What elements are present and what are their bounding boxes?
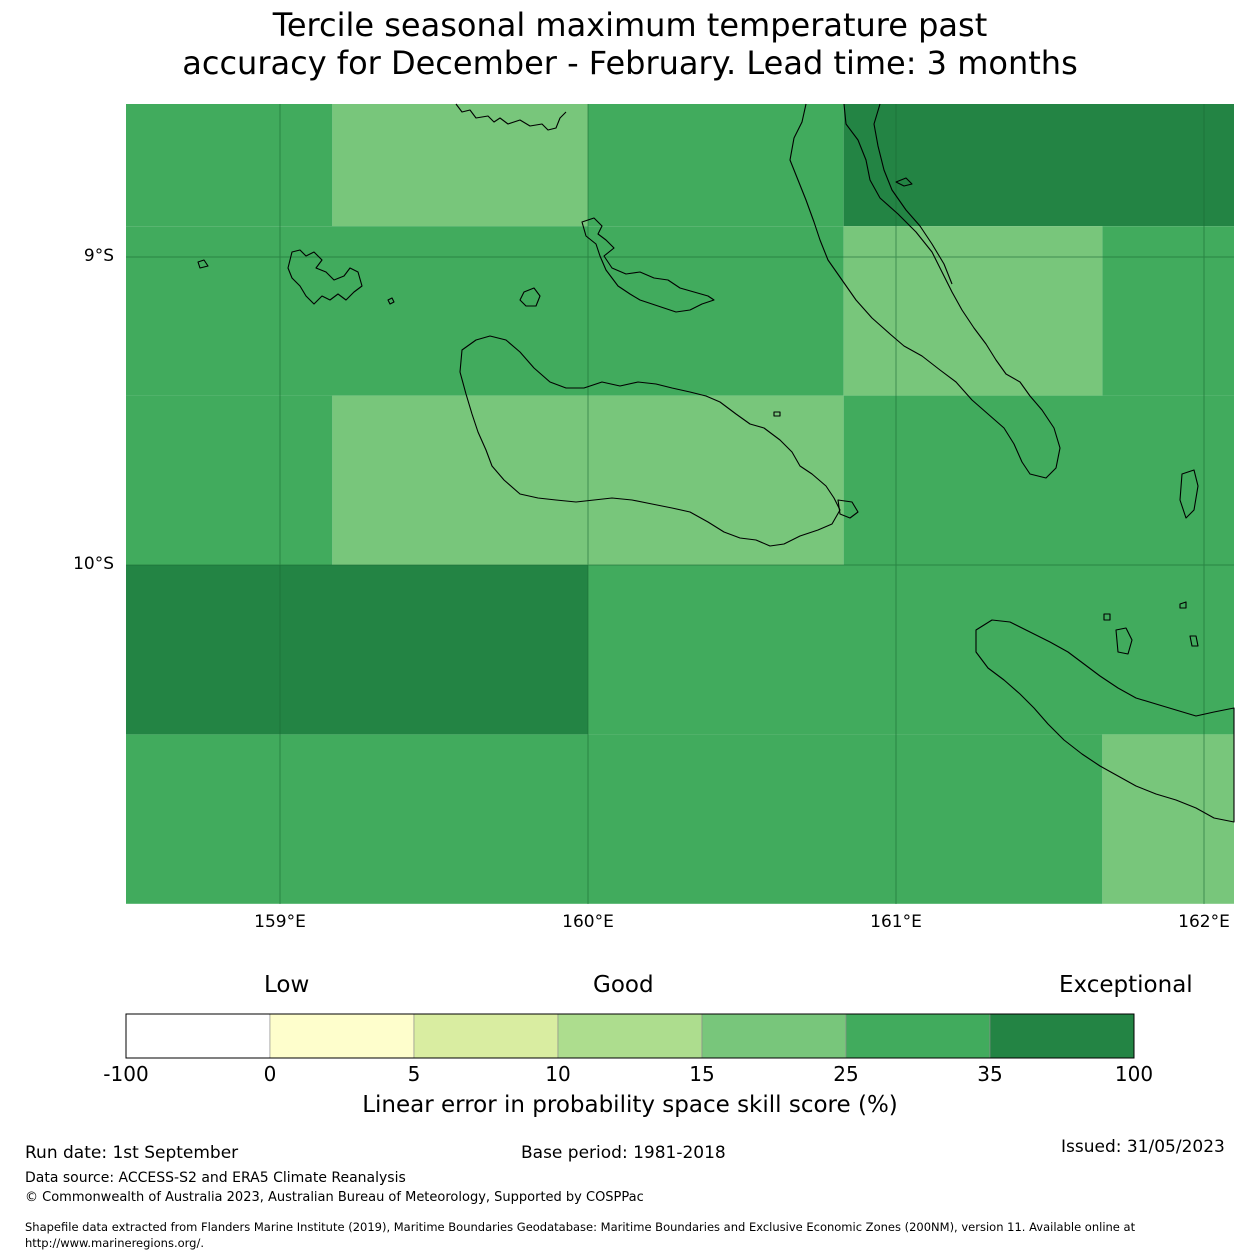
colorbar-bin-2 bbox=[413, 1013, 559, 1059]
coastline-small-island bbox=[519, 287, 541, 307]
colorbar-word-good: Good bbox=[593, 972, 654, 998]
colorbar bbox=[125, 1013, 1135, 1059]
skill-cell-9 bbox=[843, 395, 1234, 565]
colorbar-bin-3 bbox=[557, 1013, 703, 1059]
colorbar-tick-5: 25 bbox=[833, 1062, 859, 1086]
title-line-1: Tercile seasonal maximum temperature pas… bbox=[272, 6, 988, 44]
skill-cell-13 bbox=[1102, 734, 1234, 904]
coastline-malaita-north bbox=[581, 217, 715, 313]
coastline-makira bbox=[975, 619, 1235, 823]
lon-label-160e: 160°E bbox=[562, 912, 614, 932]
lon-label-162e: 162°E bbox=[1178, 912, 1230, 932]
lon-label-159e: 159°E bbox=[254, 912, 306, 932]
run-date: Run date: 1st September bbox=[25, 1143, 239, 1163]
skill-cell-7 bbox=[126, 395, 333, 565]
skill-cell-3 bbox=[843, 104, 1234, 227]
skill-cell-2 bbox=[588, 104, 844, 227]
coastline-islet-a bbox=[197, 259, 209, 269]
skill-cell-4 bbox=[126, 226, 844, 396]
chart-title: Tercile seasonal maximum temperature pas… bbox=[0, 6, 1260, 82]
skill-cell-0 bbox=[126, 104, 333, 227]
coastline-islet-h bbox=[1189, 635, 1199, 647]
coastline-santa-isabel bbox=[789, 103, 1061, 479]
coastline-islet-f bbox=[1103, 613, 1111, 621]
lat-label-10s: 10°S bbox=[73, 554, 114, 574]
map-canvas[interactable] bbox=[0, 0, 1260, 960]
colorbar-tick-3: 10 bbox=[545, 1062, 571, 1086]
lat-label-9s: 9°S bbox=[83, 246, 114, 266]
colorbar-tick-6: 35 bbox=[977, 1062, 1003, 1086]
skill-cell-6 bbox=[1102, 226, 1234, 396]
coastline-guadalcanal bbox=[459, 335, 841, 547]
shapefile-credit-line-1: Shapefile data extracted from Flanders M… bbox=[25, 1220, 1136, 1234]
skill-cell-1 bbox=[332, 104, 588, 227]
coastline-isabel-inner bbox=[873, 103, 953, 285]
colorbar-tick-4: 15 bbox=[689, 1062, 715, 1086]
colorbar-word-exceptional: Exceptional bbox=[1059, 972, 1193, 998]
copyright: © Commonwealth of Australia 2023, Austra… bbox=[25, 1190, 644, 1205]
coastline-islet-e bbox=[1115, 627, 1133, 655]
coastline-savo-islet bbox=[773, 411, 781, 417]
colorbar-tick-2: 5 bbox=[407, 1062, 421, 1086]
coastline-islet-c bbox=[895, 177, 913, 187]
colorbar-tick-0: -100 bbox=[103, 1062, 149, 1086]
skill-cell-5 bbox=[843, 226, 1103, 396]
skill-cell-11 bbox=[588, 565, 1234, 735]
colorbar-bin-5 bbox=[845, 1013, 991, 1059]
skill-cell-12 bbox=[126, 734, 1103, 904]
base-period: Base period: 1981-2018 bbox=[521, 1143, 726, 1163]
lon-label-161e: 161°E bbox=[870, 912, 922, 932]
skill-cells-layer bbox=[126, 104, 1234, 904]
colorbar-tick-7: 100 bbox=[1114, 1062, 1154, 1086]
colorbar-bin-0 bbox=[125, 1013, 271, 1059]
coastline-islet-g bbox=[1179, 601, 1187, 609]
colorbar-label: Linear error in probability space skill … bbox=[362, 1092, 898, 1118]
skill-cell-10 bbox=[126, 565, 588, 735]
coastline-nggela-islands bbox=[287, 249, 363, 305]
title-line-2: accuracy for December - February. Lead t… bbox=[182, 44, 1078, 82]
issued-date: Issued: 31/05/2023 bbox=[1061, 1137, 1225, 1157]
coastlines-layer bbox=[197, 103, 1235, 823]
colorbar-bin-4 bbox=[701, 1013, 847, 1059]
colorbar-bin-1 bbox=[269, 1013, 415, 1059]
shapefile-credit-line-2: http://www.marineregions.org/. bbox=[25, 1236, 204, 1250]
coastline-islet-b bbox=[387, 297, 395, 305]
coastline-north-islands bbox=[455, 103, 567, 131]
coastline-guadalcanal-islet bbox=[837, 499, 859, 519]
colorbar-tick-1: 0 bbox=[263, 1062, 277, 1086]
colorbar-word-low: Low bbox=[264, 972, 310, 998]
data-source: Data source: ACCESS-S2 and ERA5 Climate … bbox=[25, 1170, 406, 1186]
coastline-islet-d bbox=[1179, 469, 1199, 519]
map-panel: 9°S 10°S 159°E 160°E 161°E 162°E bbox=[0, 0, 1260, 960]
colorbar-bin-6 bbox=[989, 1013, 1135, 1059]
